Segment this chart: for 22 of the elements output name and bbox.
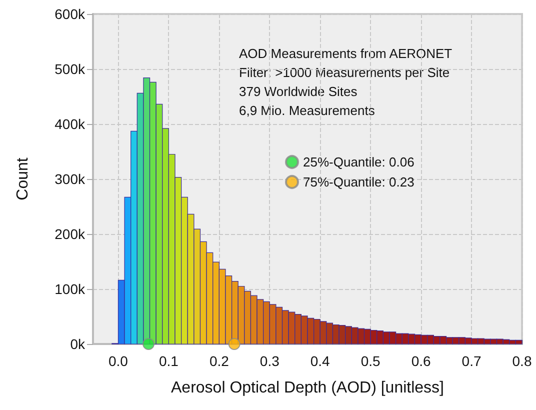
y-axis-title: Count bbox=[14, 157, 32, 200]
y-tick-label: 500k bbox=[54, 61, 86, 77]
x-tick-label: 0.3 bbox=[260, 353, 280, 369]
y-tick-label: 600k bbox=[54, 6, 86, 22]
x-tick-label: 0.1 bbox=[158, 353, 179, 369]
annotation: 379 Worldwide Sites bbox=[239, 84, 358, 99]
y-tick-label: 100k bbox=[54, 281, 86, 297]
legend-label: 25%-Quantile: 0.06 bbox=[303, 154, 414, 170]
annotation: AOD Measurements from AERONET bbox=[239, 46, 452, 61]
x-axis-title: Aerosol Optical Depth (AOD) [unitless] bbox=[171, 380, 444, 396]
legend-label: 75%-Quantile: 0.23 bbox=[303, 174, 414, 190]
x-tick-label: 0.4 bbox=[310, 353, 330, 369]
x-tick-label: 0.7 bbox=[462, 353, 482, 369]
x-tick-label: 0.2 bbox=[209, 353, 230, 369]
y-tick-label: 200k bbox=[54, 226, 86, 242]
y-tick-label: 300k bbox=[54, 171, 86, 187]
x-tick-label: 0.6 bbox=[411, 353, 431, 369]
y-tick-label: 0k bbox=[70, 336, 86, 352]
x-tick-label: 0.0 bbox=[108, 353, 128, 369]
x-tick-label: 0.8 bbox=[512, 353, 532, 369]
y-tick-label: 400k bbox=[54, 116, 86, 132]
x-tick-label: 0.5 bbox=[360, 353, 381, 369]
